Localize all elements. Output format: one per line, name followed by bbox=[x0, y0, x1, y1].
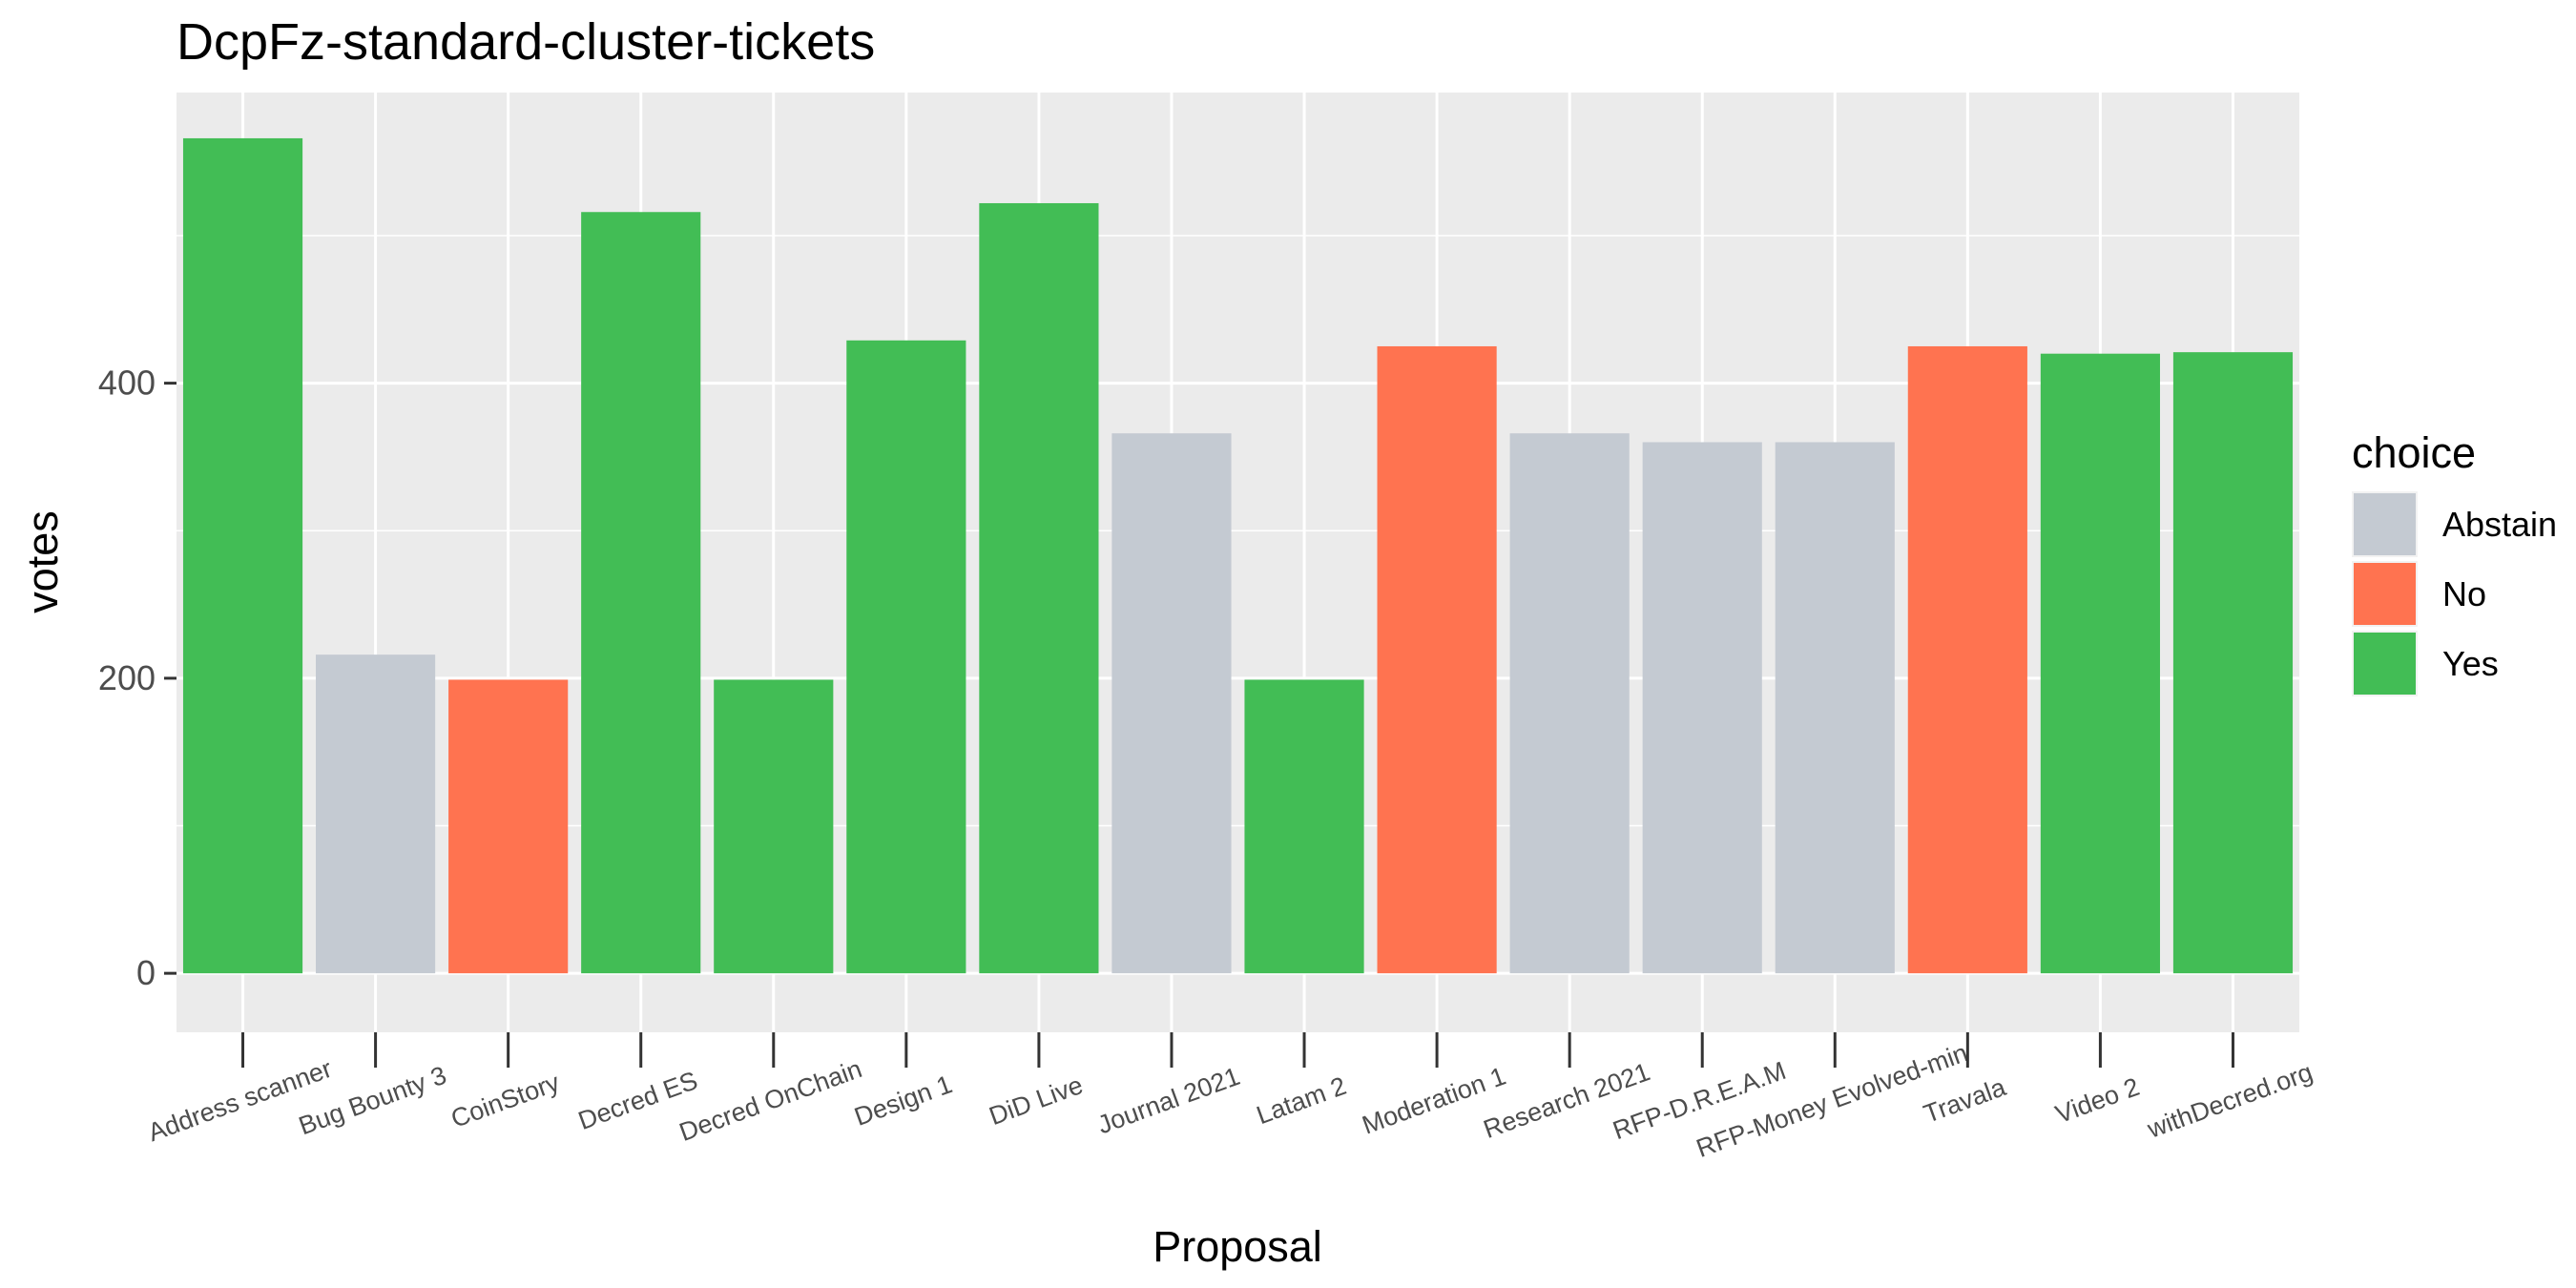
bar bbox=[182, 137, 303, 974]
x-tick-label: withDecred.org bbox=[2143, 1057, 2316, 1144]
legend-label: Abstain bbox=[2442, 505, 2557, 544]
bar bbox=[316, 654, 436, 974]
y-tick-label: 200 bbox=[98, 658, 156, 697]
bar bbox=[1244, 679, 1364, 974]
y-tick-label: 0 bbox=[136, 953, 156, 992]
x-tick-label: Video 2 bbox=[2051, 1072, 2143, 1129]
x-tick-label: CoinStory bbox=[447, 1068, 564, 1133]
bar bbox=[714, 679, 834, 974]
bar bbox=[979, 202, 1099, 974]
bar bbox=[1111, 433, 1232, 974]
y-axis-title: votes bbox=[18, 510, 67, 613]
bar bbox=[1509, 433, 1630, 974]
y-tick-label: 400 bbox=[98, 364, 156, 403]
bar bbox=[1907, 345, 2027, 974]
bar bbox=[1377, 345, 1497, 974]
x-tick-label: Latam 2 bbox=[1253, 1071, 1350, 1131]
x-tick-label: Travala bbox=[1920, 1072, 2010, 1129]
chart-title: DcpFz-standard-cluster-tickets bbox=[177, 13, 875, 71]
x-tick-label: DiD Live bbox=[986, 1070, 1087, 1131]
legend-swatch bbox=[2354, 633, 2416, 695]
bar bbox=[1642, 442, 1762, 974]
bars bbox=[182, 137, 2294, 974]
bar bbox=[448, 679, 569, 974]
bar bbox=[846, 340, 966, 974]
legend-label: Yes bbox=[2442, 644, 2499, 683]
x-axis-title: Proposal bbox=[1153, 1222, 1322, 1271]
bar bbox=[2172, 352, 2294, 974]
x-tick-label: Journal 2021 bbox=[1093, 1062, 1243, 1140]
legend-title: choice bbox=[2352, 428, 2476, 477]
x-tick-label: Decred OnChain bbox=[675, 1054, 865, 1147]
bar bbox=[581, 212, 701, 974]
legend: choice Abstain No Yes bbox=[2352, 428, 2557, 696]
y-axis: 0 200 400 bbox=[98, 364, 177, 992]
bar bbox=[1775, 442, 1895, 974]
legend-swatch bbox=[2354, 563, 2416, 625]
x-tick-label: Design 1 bbox=[851, 1070, 956, 1132]
legend-swatch bbox=[2354, 493, 2416, 555]
legend-label: No bbox=[2442, 574, 2486, 613]
bar bbox=[2040, 353, 2160, 974]
